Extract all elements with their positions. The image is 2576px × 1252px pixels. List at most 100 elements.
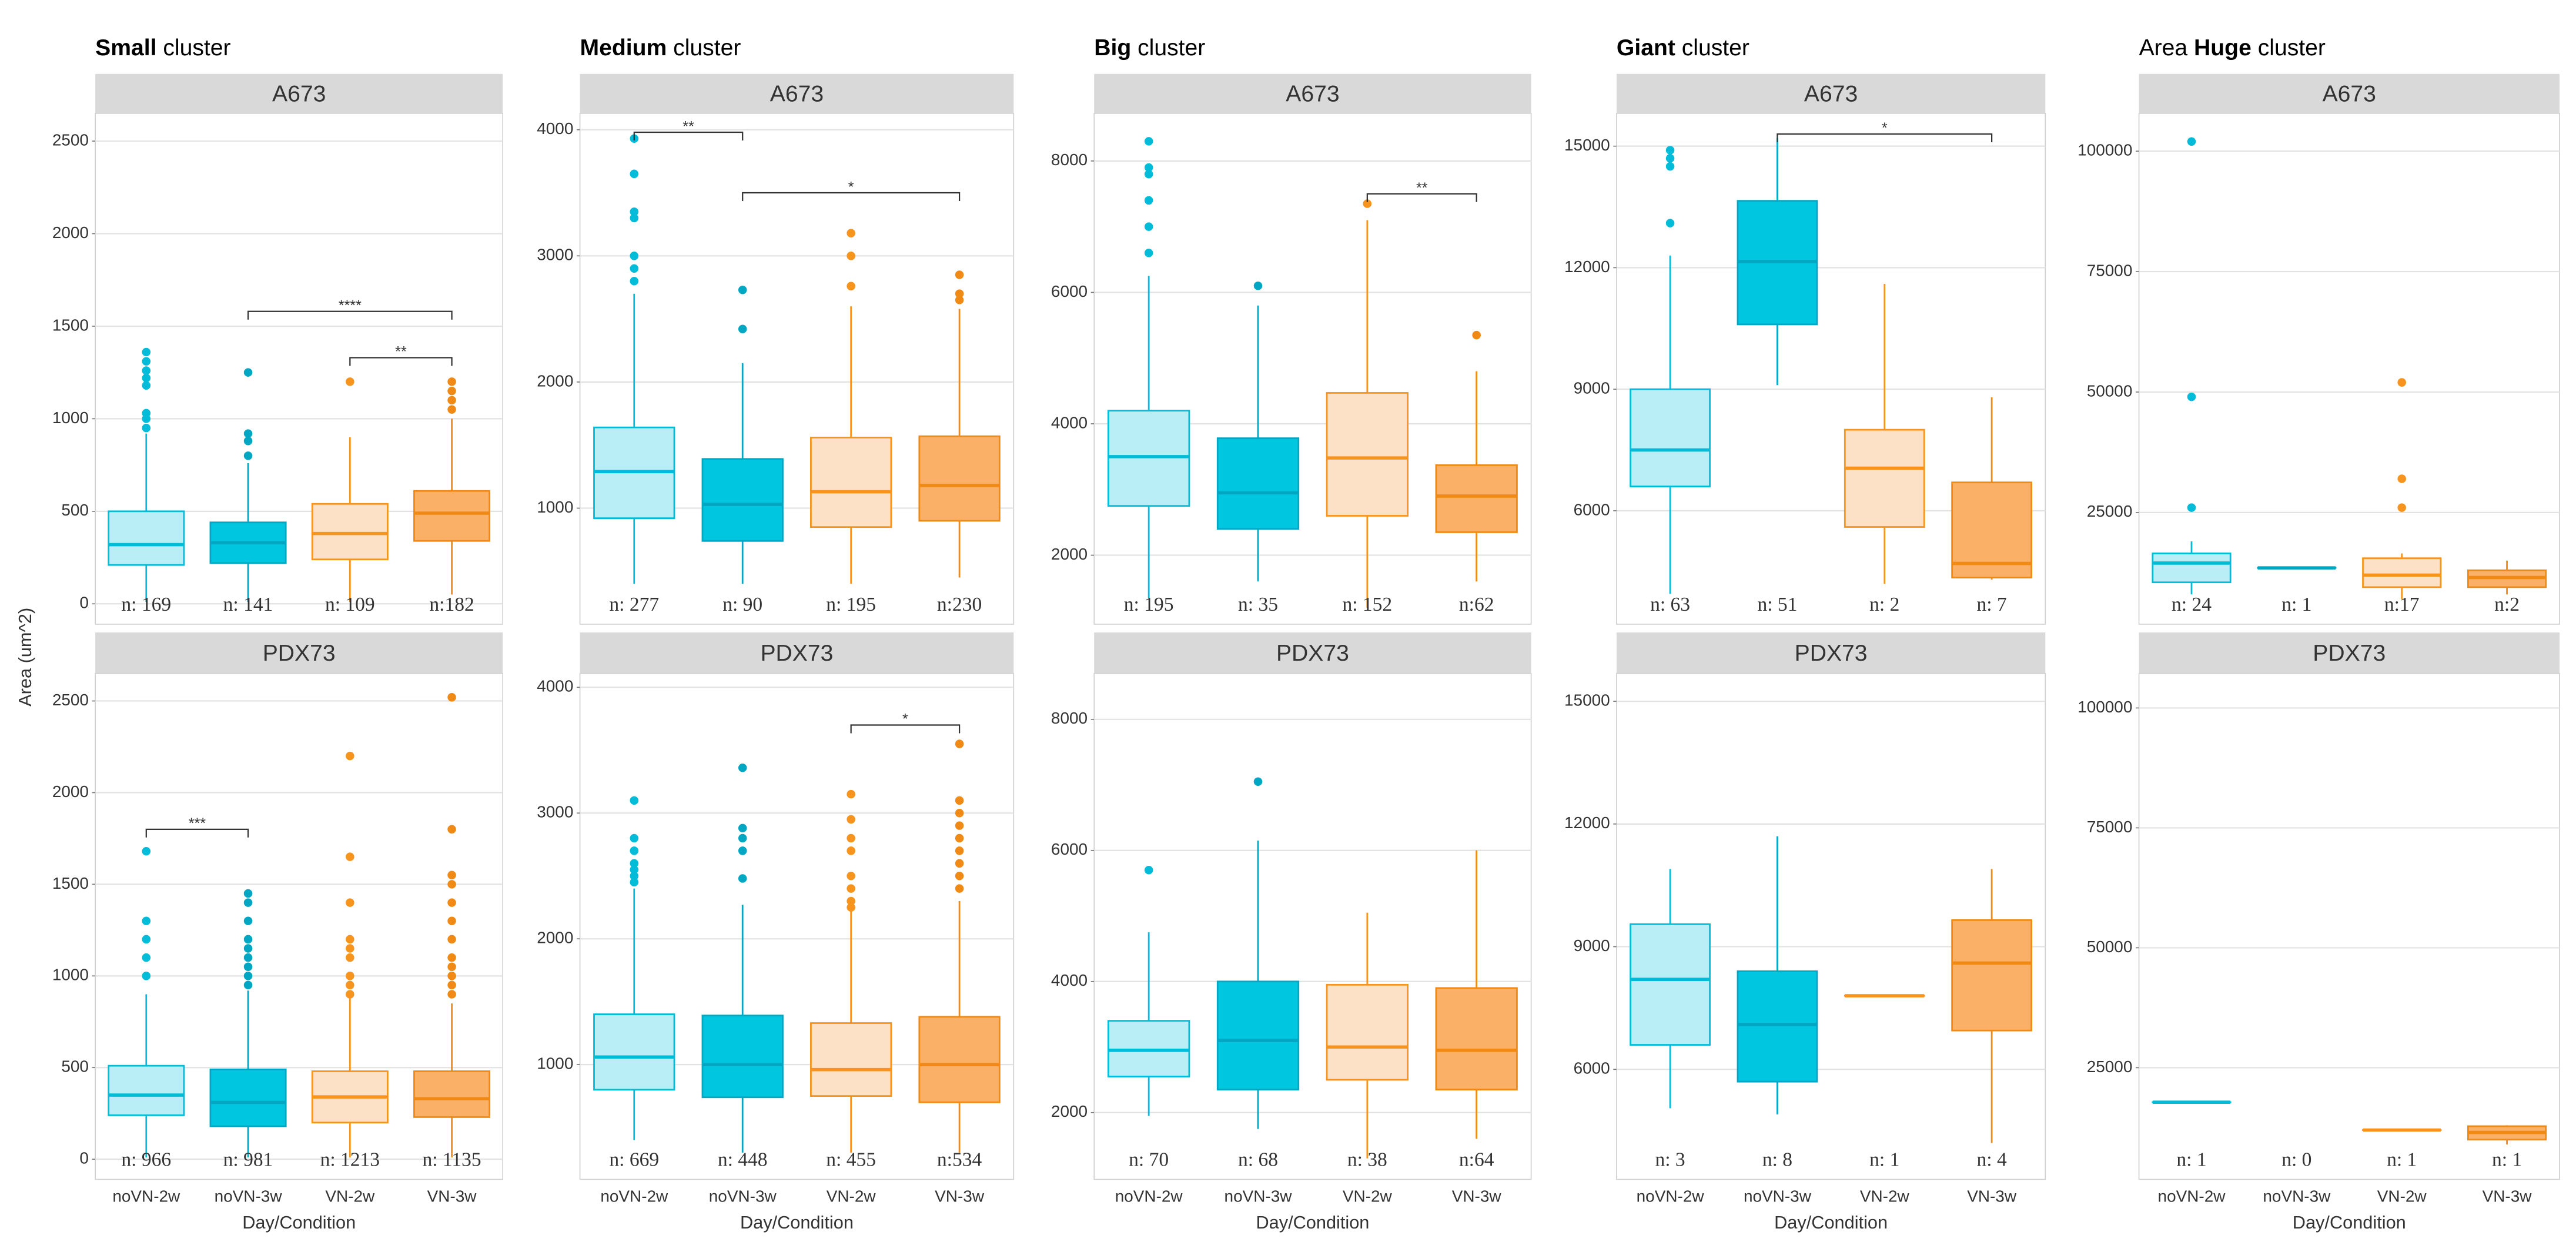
outlier bbox=[847, 846, 855, 855]
significance-bracket bbox=[349, 357, 453, 366]
title-part: Area bbox=[2139, 35, 2194, 61]
x-tick-label: VN-2w bbox=[2377, 1187, 2427, 1206]
x-tick-label: noVN-3w bbox=[709, 1187, 777, 1206]
outlier bbox=[1665, 219, 1675, 227]
n-label: n: 24 bbox=[2172, 594, 2212, 615]
outlier bbox=[847, 789, 855, 799]
box bbox=[1326, 392, 1409, 517]
strip bbox=[2139, 73, 2560, 113]
outlier bbox=[630, 207, 639, 216]
box bbox=[1630, 388, 1711, 487]
n-label: n: 195 bbox=[1124, 594, 1174, 615]
strip bbox=[580, 632, 1014, 674]
title-part: Giant bbox=[1617, 35, 1675, 61]
outlier bbox=[243, 972, 253, 980]
box bbox=[1951, 481, 2032, 579]
y-tick-label: 4000 bbox=[537, 119, 573, 138]
outlier bbox=[955, 833, 964, 843]
box bbox=[701, 458, 784, 542]
outlier bbox=[346, 990, 354, 999]
significance-bracket bbox=[633, 131, 744, 140]
box bbox=[593, 1013, 675, 1091]
outlier bbox=[955, 808, 964, 818]
outlier bbox=[1253, 281, 1263, 290]
outlier bbox=[1363, 199, 1372, 208]
outlier bbox=[1144, 865, 1153, 875]
title-part: cluster bbox=[157, 35, 231, 61]
n-label: n: 51 bbox=[1757, 594, 1797, 615]
strip-label: PDX73 bbox=[263, 641, 336, 666]
n-label: n: 966 bbox=[121, 1149, 171, 1170]
outlier bbox=[142, 972, 151, 980]
strip bbox=[1616, 73, 2046, 113]
significance-bracket bbox=[247, 310, 453, 320]
x-tick-label: noVN-2w bbox=[1637, 1187, 1705, 1206]
y-tick-label: 1000 bbox=[52, 409, 89, 427]
n-label: n: 1 bbox=[2176, 1149, 2206, 1170]
outlier bbox=[243, 889, 253, 898]
outlier bbox=[738, 763, 747, 772]
title-part: cluster bbox=[2252, 35, 2326, 61]
y-tick-label: 2000 bbox=[537, 371, 573, 390]
outlier bbox=[738, 846, 747, 855]
n-label: n: 38 bbox=[1347, 1149, 1387, 1170]
outlier bbox=[847, 815, 855, 824]
n-label: n: 1213 bbox=[320, 1149, 380, 1170]
y-tick-label: 1500 bbox=[52, 874, 89, 892]
outlier bbox=[243, 898, 253, 907]
n-label: n: 448 bbox=[718, 1149, 768, 1170]
column-title: Giant cluster bbox=[1617, 35, 1749, 61]
x-axis-label: Day/Condition bbox=[740, 1212, 854, 1233]
outlier bbox=[955, 871, 964, 881]
outlier bbox=[955, 296, 964, 304]
y-tick-label: 1500 bbox=[52, 316, 89, 334]
outlier bbox=[738, 285, 747, 294]
plot-panel bbox=[2138, 672, 2560, 1180]
box bbox=[209, 1068, 287, 1127]
box bbox=[108, 1064, 185, 1116]
box bbox=[810, 1022, 892, 1097]
outlier bbox=[142, 373, 151, 383]
n-label: n: 2 bbox=[1869, 594, 1899, 615]
y-tick-label: 15000 bbox=[1564, 136, 1610, 154]
y-tick-label: 3000 bbox=[537, 803, 573, 821]
x-tick-label: noVN-2w bbox=[2158, 1187, 2226, 1206]
n-label: n: 141 bbox=[223, 594, 273, 615]
box bbox=[701, 1015, 784, 1099]
outlier bbox=[1665, 162, 1675, 171]
n-label: n:534 bbox=[937, 1149, 982, 1170]
outlier bbox=[847, 833, 855, 843]
outlier bbox=[447, 386, 456, 396]
box bbox=[108, 510, 185, 566]
outlier bbox=[630, 169, 639, 179]
outlier bbox=[447, 693, 456, 702]
significance-bracket bbox=[1366, 193, 1477, 202]
n-label: n:182 bbox=[429, 594, 474, 615]
y-tick-label: 0 bbox=[79, 1149, 89, 1167]
column-title: Small cluster bbox=[95, 35, 230, 61]
outlier bbox=[447, 377, 456, 386]
n-label: n: 4 bbox=[1977, 1149, 2007, 1170]
outlier bbox=[142, 953, 151, 962]
box bbox=[918, 435, 1001, 522]
n-label: n: 169 bbox=[121, 594, 171, 615]
outlier bbox=[447, 916, 456, 926]
significance-bracket bbox=[1777, 133, 1993, 142]
y-tick-label: 2500 bbox=[52, 691, 89, 709]
significance-label: * bbox=[1882, 120, 1888, 136]
plot-panel bbox=[579, 112, 1015, 625]
y-tick-label: 9000 bbox=[1574, 379, 1610, 397]
y-tick-label: 2000 bbox=[537, 929, 573, 947]
y-tick-label: 2500 bbox=[52, 130, 89, 149]
outlier bbox=[630, 833, 639, 843]
y-tick-label: 100000 bbox=[2077, 141, 2132, 159]
outlier bbox=[1144, 222, 1153, 231]
box bbox=[413, 490, 491, 542]
outlier bbox=[142, 916, 151, 926]
box bbox=[311, 503, 389, 561]
outlier bbox=[847, 282, 855, 291]
box bbox=[1844, 429, 1925, 528]
title-part: Small bbox=[95, 35, 156, 61]
strip bbox=[95, 73, 503, 113]
y-tick-label: 4000 bbox=[537, 677, 573, 695]
